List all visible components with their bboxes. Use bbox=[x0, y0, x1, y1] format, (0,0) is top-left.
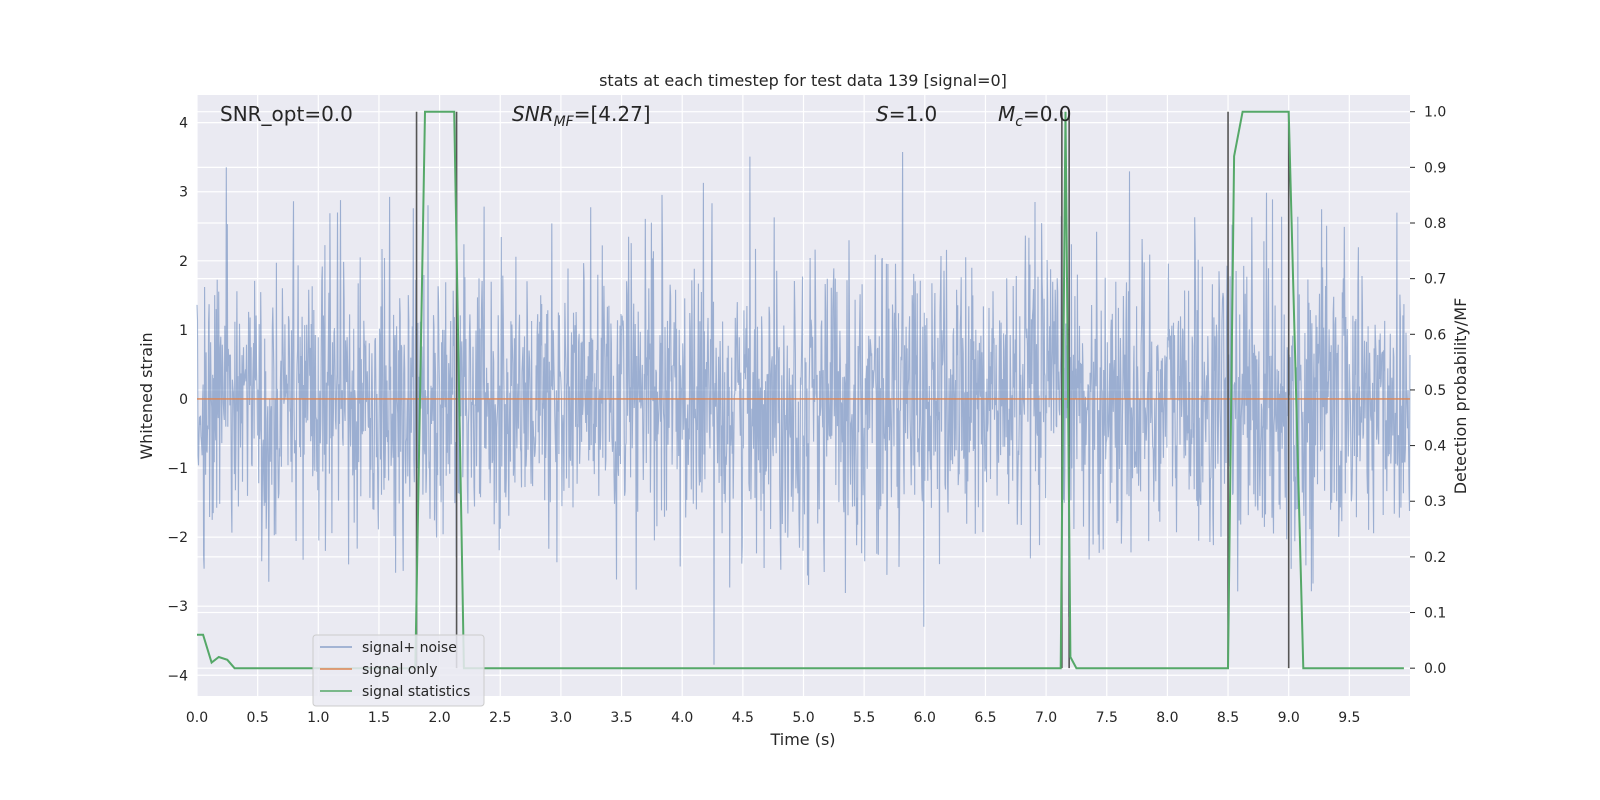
y-right-tick-label: 0.5 bbox=[1424, 383, 1446, 399]
y-right-tick-label: 1.0 bbox=[1424, 105, 1446, 121]
x-tick-label: 1.5 bbox=[368, 710, 390, 726]
x-tick-label: 1.0 bbox=[307, 710, 329, 726]
y-right-tick-label: 0.7 bbox=[1424, 272, 1446, 288]
legend: signal+ noise signal only signal statist… bbox=[312, 634, 485, 707]
mc-rest: =0.0 bbox=[1023, 102, 1072, 126]
y-tick-label: 3 bbox=[179, 185, 188, 201]
y-tick-label: −4 bbox=[167, 668, 188, 684]
annotation-s: S=1.0 bbox=[876, 102, 937, 126]
snr-mf-sub: MF bbox=[554, 114, 575, 130]
x-tick-label: 9.5 bbox=[1338, 710, 1360, 726]
x-axis-label: Time (s) bbox=[769, 730, 835, 749]
snr-mf-rest: =[4.27] bbox=[574, 102, 651, 126]
x-tick-label: 8.0 bbox=[1156, 710, 1178, 726]
y-right-tick-labels: 1.0 0.9 0.8 0.7 0.6 0.5 0.4 0.3 0.2 0.1 0.0 bbox=[1410, 105, 1446, 677]
annotation-snr-opt: SNR_opt=0.0 bbox=[220, 102, 353, 126]
y-right-tick-label: 0.3 bbox=[1424, 494, 1446, 510]
legend-label-signal-statistics: signal statistics bbox=[362, 684, 470, 700]
s-rest: =1.0 bbox=[889, 102, 938, 126]
x-tick-label: 3.5 bbox=[610, 710, 632, 726]
x-tick-label: 2.5 bbox=[489, 710, 511, 726]
y-tick-label: −1 bbox=[167, 461, 188, 477]
snr-mf-main: SNR bbox=[512, 102, 554, 126]
y-tick-label: 1 bbox=[179, 323, 188, 339]
y-right-tick-label: 0.1 bbox=[1424, 606, 1446, 622]
y-right-tick-label: 0.9 bbox=[1424, 160, 1446, 176]
y-right-tick-label: 0.0 bbox=[1424, 661, 1446, 677]
x-tick-label: 5.0 bbox=[792, 710, 814, 726]
y-tick-label: 4 bbox=[179, 116, 188, 132]
y-right-tick-label: 0.2 bbox=[1424, 550, 1446, 566]
x-tick-label: 8.5 bbox=[1217, 710, 1239, 726]
x-tick-label: 4.5 bbox=[732, 710, 754, 726]
x-tick-label: 6.5 bbox=[974, 710, 996, 726]
legend-label-signal-noise: signal+ noise bbox=[362, 640, 457, 656]
x-tick-label: 9.0 bbox=[1278, 710, 1300, 726]
x-tick-label: 5.5 bbox=[853, 710, 875, 726]
y-right-tick-label: 0.6 bbox=[1424, 327, 1446, 343]
x-tick-label: 6.0 bbox=[914, 710, 936, 726]
x-tick-label: 3.0 bbox=[550, 710, 572, 726]
y-right-tick-label: 0.4 bbox=[1424, 439, 1446, 455]
signal-statistics-line bbox=[197, 110, 1404, 670]
annotation-snr-mf: SNRMF=[4.27] bbox=[512, 102, 651, 130]
y-axis-label: Whitened strain bbox=[137, 332, 156, 459]
legend-label-signal-only: signal only bbox=[362, 662, 437, 678]
y-tick-label: −2 bbox=[167, 530, 188, 546]
signal-noise-series bbox=[196, 151, 1411, 665]
y-tick-labels: 4 3 2 1 0 −1 −2 −3 −4 bbox=[167, 116, 188, 685]
mc-main: M bbox=[998, 102, 1015, 126]
x-tick-label: 0.5 bbox=[247, 710, 269, 726]
x-tick-label: 2.0 bbox=[428, 710, 450, 726]
y-tick-label: 0 bbox=[179, 392, 188, 408]
mc-sub: c bbox=[1015, 114, 1023, 130]
x-tick-label: 7.5 bbox=[1096, 710, 1118, 726]
signal-noise-line bbox=[196, 151, 1411, 665]
x-tick-label: 7.0 bbox=[1035, 710, 1057, 726]
y-tick-label: 2 bbox=[179, 254, 188, 270]
x-tick-label: 0.0 bbox=[186, 710, 208, 726]
annotation-mc: Mc=0.0 bbox=[998, 102, 1072, 130]
s-main: S bbox=[876, 102, 889, 126]
y-tick-label: −3 bbox=[167, 599, 188, 615]
x-tick-label: 4.0 bbox=[671, 710, 693, 726]
y-right-axis-label: Detection probability/MF bbox=[1451, 298, 1470, 495]
legend-box bbox=[312, 634, 485, 707]
y-right-tick-label: 0.8 bbox=[1424, 216, 1446, 232]
x-tick-labels: 0.0 0.5 1.0 1.5 2.0 2.5 3.0 3.5 4.0 4.5 5.0 5.5 6.0 6… bbox=[186, 710, 1361, 726]
chart-title: stats at each timestep for test data 139… bbox=[599, 71, 1007, 90]
